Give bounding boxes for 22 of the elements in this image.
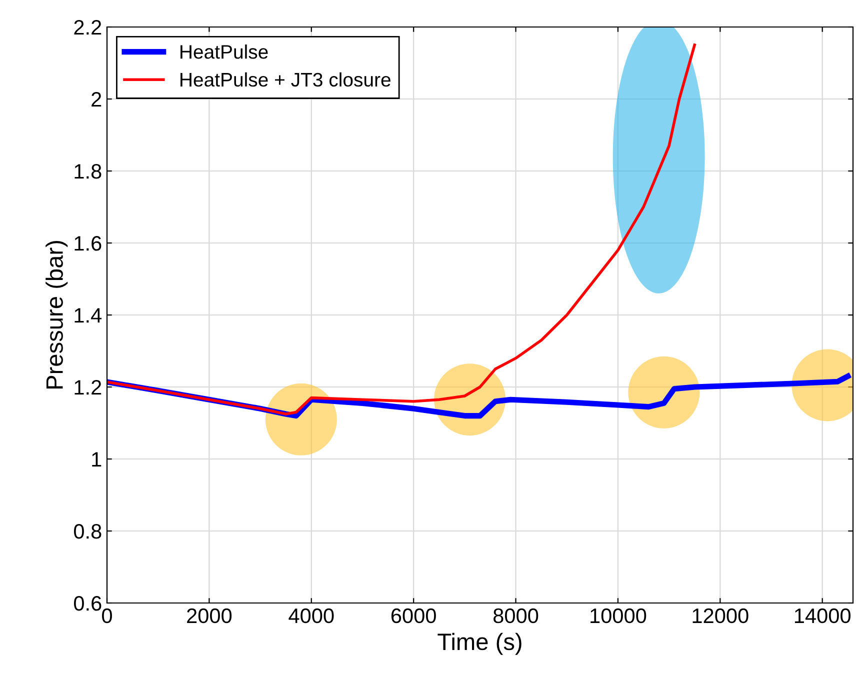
y-tick-label: 1.4	[74, 308, 102, 323]
y-tick-label: 2	[92, 92, 102, 107]
x-tick-label: 8000	[494, 608, 538, 624]
y-axis-title: Pressure (bar)	[46, 241, 68, 389]
x-tick-label: 12000	[692, 608, 748, 624]
legend-label: HeatPulse	[180, 44, 268, 59]
legend-label: HeatPulse + JT3 closure	[180, 72, 390, 87]
y-tick-label: 0.8	[74, 524, 102, 539]
x-axis-title: Time (s)	[438, 632, 522, 655]
x-tick-label: 6000	[391, 608, 436, 624]
y-tick-label: 1.2	[74, 380, 102, 395]
y-tick-label: 1.6	[74, 236, 102, 251]
y-tick-label: 1.8	[74, 164, 102, 179]
x-tick-label: 14000	[794, 608, 850, 624]
x-tick-label: 2000	[187, 608, 232, 624]
y-tick-label: 2.2	[74, 20, 102, 35]
y-tick-label: 1	[92, 452, 102, 467]
y-tick-label: 0.6	[74, 596, 102, 611]
x-tick-label: 4000	[288, 608, 334, 624]
line-series	[107, 44, 696, 416]
x-tick-label: 0	[102, 608, 112, 624]
x-tick-label: 10000	[590, 608, 646, 624]
